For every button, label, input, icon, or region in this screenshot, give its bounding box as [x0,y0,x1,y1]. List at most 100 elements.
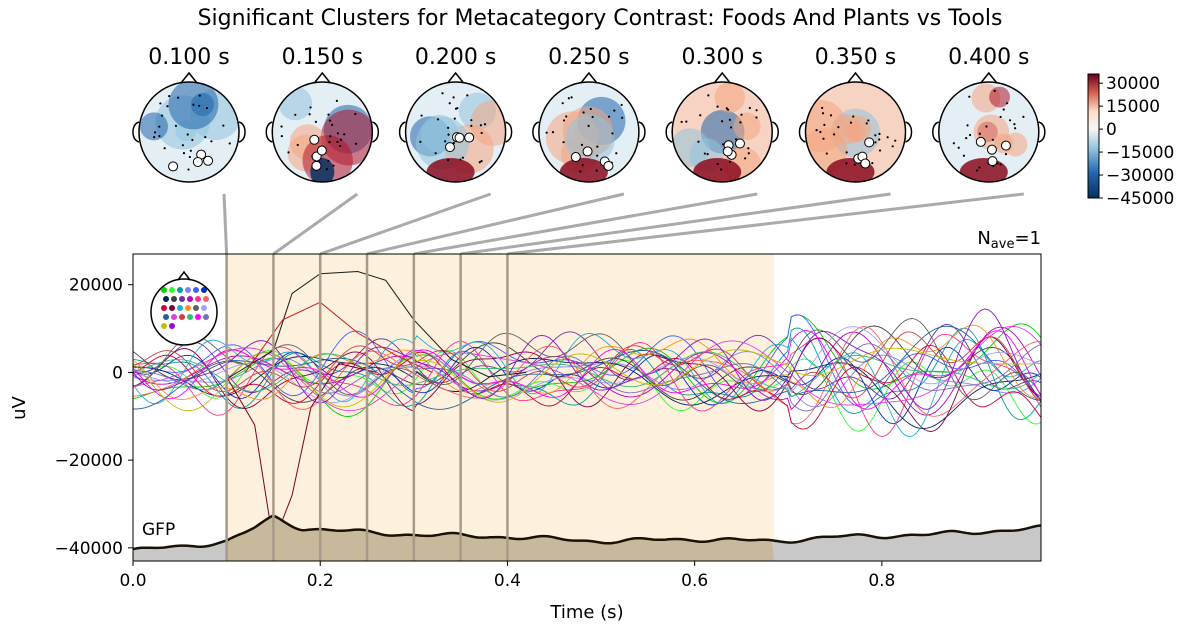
nave-sub: ave [991,237,1015,252]
sensor-dot [483,123,487,126]
sensor-dot [744,157,747,160]
sensor-dot [570,96,573,99]
x-axis-label: Time (s) [549,602,623,623]
sensor-dot [832,133,836,136]
significant-sensor [975,136,986,147]
sensor-dot [562,141,565,144]
sensor-dot [837,126,840,129]
sensor-dot [339,144,342,148]
sensor-dot [595,169,598,172]
legend-sensor [203,314,209,320]
connector-line [507,192,1024,256]
significant-sensor [860,158,871,169]
left-ear [932,121,940,143]
sensor-dot [296,143,299,147]
x-tick-label: 0.0 [119,571,146,591]
sensor-dot [829,114,833,117]
sensor-dot [480,131,483,135]
sensor-dot [825,152,828,155]
y-tick-label: 0 [112,363,123,383]
sensor-dot [327,159,330,162]
legend-sensor [161,323,167,329]
sensor-dot [163,147,166,150]
nose [846,71,865,84]
legend-sensor [179,296,185,302]
head-outline [671,81,773,183]
sensor-dot [153,136,156,139]
sensor-trace [133,324,1041,409]
sensor-dot [611,132,614,135]
sensor-dot [680,120,683,124]
sensor-dot [336,140,339,143]
sensor-dot [952,142,955,145]
right-ear [1038,121,1046,143]
sensor-dot [343,133,346,136]
sensor-dot [891,145,894,148]
topomap-blob [139,112,168,141]
sensor-dot [188,155,191,159]
sensor-dot [480,159,483,163]
left-ear [665,121,673,143]
nave-main: N [977,228,990,249]
topomap-label: 0.350 s [815,45,896,70]
sensor-dot [479,124,482,127]
sensor-trace [133,349,1041,432]
gfp-area-in-cluster [226,516,775,561]
sensor-dot [210,140,213,143]
sensor-dot [999,115,1002,119]
sensor-dot [448,102,451,105]
sensor-dot [874,134,877,137]
sensor-dot [198,94,201,97]
sensor-dot [182,152,186,155]
sensor-trace [133,331,1041,402]
legend-sensor [171,296,177,302]
connector-line [460,192,891,256]
topomap-5 [798,71,913,183]
sensor-trace [133,326,1041,412]
significant-sensor [722,146,733,157]
legend-head [150,278,218,346]
significant-sensor [864,137,875,148]
sensor-dot [328,119,332,122]
nose [180,71,198,84]
sensor-dot [591,115,594,119]
topomap-blob [415,116,469,170]
right-ear [638,121,646,143]
sensor-dot [580,143,584,146]
legend-nose [177,270,191,281]
sensor-dot [748,106,751,110]
significant-sensor [987,156,998,167]
time-markers [225,254,509,561]
sensor-dot [160,114,164,117]
sensor-dot [613,109,616,112]
left-ear [532,121,540,143]
sensor-dot [176,96,180,99]
y-ticks: 20000 0 −20000 −40000 [55,276,133,559]
sensor-dot [966,124,969,127]
connector-line [272,192,359,256]
topomap-3 [532,71,646,183]
sensor-dot [886,136,889,139]
significant-sensor [734,138,745,149]
sensor-dot [965,137,968,140]
topomap-blob [672,128,710,167]
sensor-dot [327,113,330,116]
sensor-dot [331,123,334,126]
sensor-dot [158,135,161,138]
sensor-dot [867,119,870,122]
sensor-trace [133,333,1041,438]
legend-sensor [193,305,199,311]
sensor-dot [187,168,190,171]
sensor-trace [133,318,1041,401]
legend-sensor [193,287,199,293]
head-outline [538,81,640,183]
sensor-dot [871,161,874,165]
topomaps [132,71,1046,183]
connector-line [366,192,625,256]
sensor-dot [174,124,178,127]
nose [980,71,998,84]
legend-sensor [163,314,169,320]
legend-sensor [185,305,191,311]
sensor-dot [821,106,824,110]
colorbar-tick-label: 0 [1106,120,1117,140]
